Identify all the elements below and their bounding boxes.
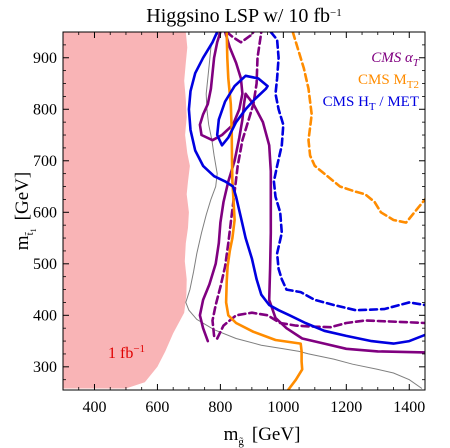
legend-entry-alphat: CMS αT xyxy=(371,50,420,69)
series-line-4 xyxy=(215,311,425,340)
legend: CMS αT CMS MT2 CMS HT / MET xyxy=(323,50,420,113)
legend-entry-ht-met: CMS HT / MET xyxy=(323,94,419,113)
series-line-7 xyxy=(187,32,425,345)
plot-frame xyxy=(62,31,426,391)
series-line-5 xyxy=(224,32,304,390)
y-tick-label: 800 xyxy=(33,101,57,118)
x-tick-label: 1000 xyxy=(267,399,299,416)
y-tick-label: 900 xyxy=(33,50,57,67)
y-tick-label: 600 xyxy=(33,204,57,221)
y-axis-title: mt̃1[GeV] xyxy=(12,172,38,250)
x-tick-label: 400 xyxy=(82,399,106,416)
x-tick-label: 800 xyxy=(208,399,232,416)
x-axis-title: mg̃ [GeV] xyxy=(224,424,301,448)
series-line-0 xyxy=(198,32,244,142)
x-tick-label: 600 xyxy=(145,399,169,416)
chart-title: Higgsino LSP w/ 10 fb−1 xyxy=(146,5,341,27)
series-line-9 xyxy=(269,32,425,312)
excluded-region-label: 1 fb−1 xyxy=(108,343,145,362)
excluded-region-1fb xyxy=(63,32,190,390)
y-tick-label: 500 xyxy=(33,256,57,273)
y-tick-label: 700 xyxy=(33,153,57,170)
series-line-8 xyxy=(215,74,269,147)
y-axis: 300 400 500 600 700 800 900 xyxy=(33,31,425,381)
legend-entry-mt2: CMS MT2 xyxy=(358,72,419,91)
kinematic-boundary-line xyxy=(185,32,423,389)
series-line-1 xyxy=(198,92,425,354)
x-tick-label: 1400 xyxy=(393,399,425,416)
series-line-2 xyxy=(225,32,255,44)
series-layer xyxy=(187,32,425,390)
x-tick-label: 1200 xyxy=(330,399,362,416)
y-tick-label: 400 xyxy=(33,307,57,324)
series-line-6 xyxy=(291,32,425,224)
x-axis: 400 600 800 1000 1200 1400 xyxy=(62,32,426,416)
y-tick-label: 300 xyxy=(33,359,57,376)
plot-area xyxy=(63,32,425,390)
